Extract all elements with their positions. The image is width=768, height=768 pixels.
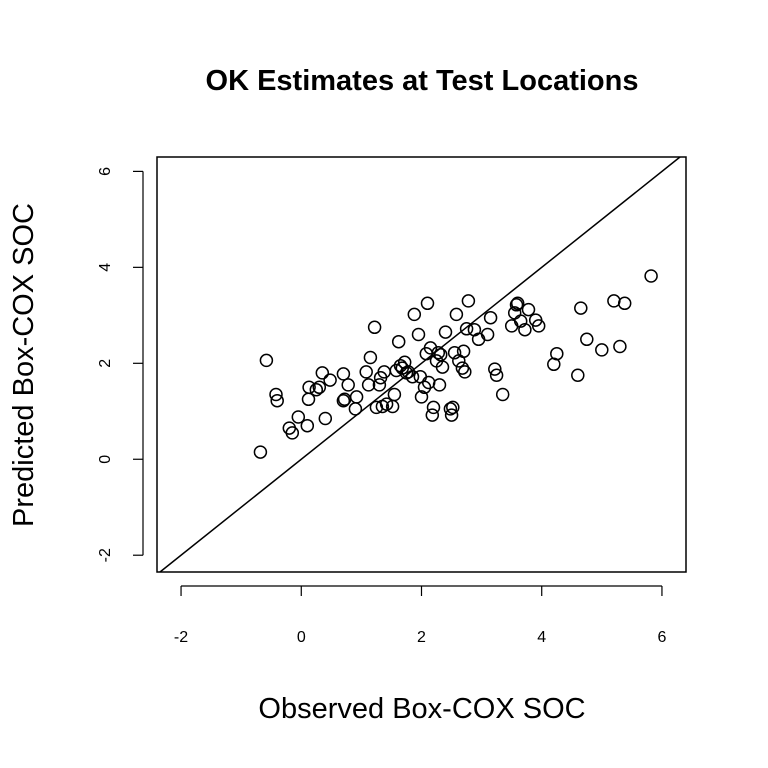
data-point-0 [253, 445, 268, 459]
data-point-11 [312, 380, 327, 395]
data-point-73 [488, 362, 502, 376]
data-point-15 [336, 367, 351, 381]
data-point-54 [432, 378, 447, 392]
x-tick-label: 6 [658, 629, 667, 646]
data-point-10 [309, 382, 324, 397]
data-point-47 [420, 296, 435, 311]
data-point-39 [401, 365, 416, 379]
x-tick-label: 0 [297, 629, 306, 646]
y-axis: -2 0 2 4 6 [97, 167, 144, 562]
data-point-7 [300, 418, 315, 433]
data-point-42 [411, 327, 426, 342]
x-tick-label: 2 [417, 629, 426, 646]
data-point-92 [613, 339, 627, 354]
data-point-50 [425, 408, 440, 422]
identity-line [159, 156, 681, 573]
data-point-12 [315, 366, 330, 380]
data-point-23 [363, 350, 378, 365]
data-point-68 [461, 294, 476, 308]
data-point-66 [458, 365, 472, 379]
data-point-1 [259, 353, 274, 368]
x-tick-label: -2 [174, 629, 188, 646]
data-point-20 [349, 390, 364, 404]
data-point-94 [644, 269, 658, 283]
data-point-70 [471, 332, 486, 347]
data-point-62 [449, 307, 464, 322]
data-point-24 [367, 320, 382, 335]
y-tick-label: 4 [97, 263, 114, 272]
data-point-87 [571, 368, 585, 383]
y-tick-label: 2 [97, 359, 114, 368]
data-point-81 [518, 322, 532, 337]
data-point-6 [291, 410, 306, 424]
data-point-71 [480, 327, 495, 342]
data-point-41 [407, 307, 422, 322]
data-point-2 [269, 387, 283, 402]
data-point-30 [379, 397, 394, 411]
data-point-79 [510, 296, 525, 311]
data-point-91 [607, 294, 621, 308]
data-point-32 [387, 387, 402, 402]
data-point-72 [483, 310, 498, 325]
y-tick-label: -2 [97, 548, 114, 562]
data-point-9 [302, 380, 316, 395]
data-point-37 [397, 355, 412, 370]
data-point-18 [341, 378, 355, 392]
data-point-59 [444, 408, 459, 422]
data-point-3 [270, 393, 284, 408]
data-point-64 [455, 361, 470, 375]
y-tick-label: 6 [97, 167, 114, 176]
data-point-45 [417, 380, 432, 395]
data-point-75 [495, 387, 510, 402]
data-point-49 [423, 341, 438, 355]
data-point-65 [456, 344, 471, 359]
data-point-78 [509, 298, 524, 312]
data-point-26 [372, 378, 387, 392]
data-point-53 [431, 345, 446, 360]
data-point-57 [438, 325, 453, 339]
data-point-60 [446, 400, 460, 415]
x-tick-label: 4 [537, 629, 546, 646]
data-point-90 [595, 343, 609, 357]
data-point-58 [443, 402, 458, 416]
data-point-16 [336, 393, 351, 408]
data-point-80 [513, 314, 528, 328]
y-axis-label: Predicted Box-COX SOC [8, 203, 40, 527]
y-tick-label: 0 [97, 455, 114, 464]
data-point-76 [504, 319, 519, 333]
x-axis-label: Observed Box-COX SOC [258, 693, 585, 725]
data-point-89 [580, 332, 594, 347]
data-point-84 [531, 319, 546, 333]
data-points [253, 269, 658, 459]
data-point-93 [617, 296, 632, 311]
data-point-13 [318, 411, 333, 426]
data-point-21 [359, 365, 373, 379]
x-axis: -2 0 2 4 6 [174, 585, 667, 646]
plot-frame [156, 156, 687, 573]
data-point-88 [574, 301, 588, 315]
data-point-61 [447, 345, 462, 360]
data-point-74 [489, 368, 504, 383]
data-point-56 [435, 360, 450, 374]
data-point-86 [550, 346, 564, 361]
data-point-34 [391, 334, 406, 349]
chart-title: OK Estimates at Test Locations [206, 65, 639, 97]
data-point-44 [414, 390, 429, 404]
reference-line-layer [159, 156, 681, 573]
data-point-14 [323, 373, 337, 387]
data-point-5 [285, 426, 300, 440]
data-point-82 [521, 302, 536, 317]
data-point-51 [426, 400, 441, 415]
data-point-67 [459, 322, 474, 336]
data-point-22 [361, 378, 376, 392]
